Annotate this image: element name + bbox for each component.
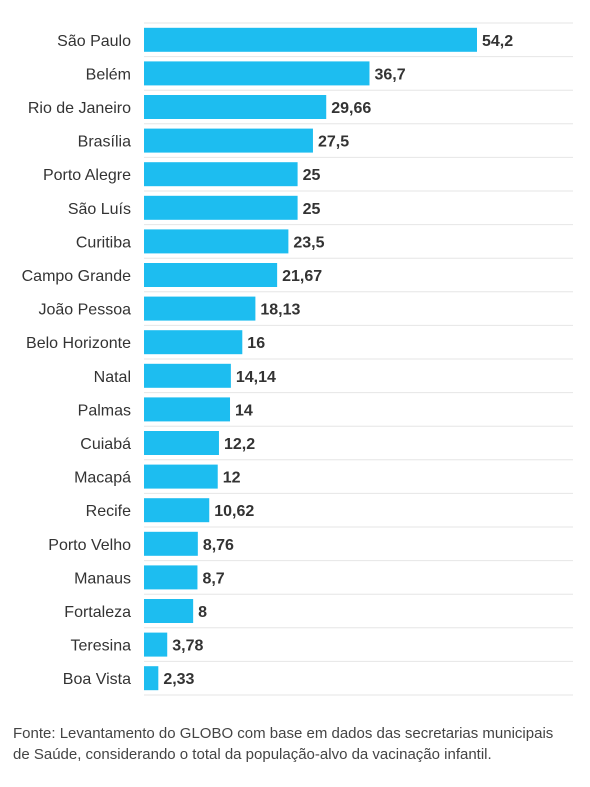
value-label: 25 [303, 201, 321, 218]
value-label: 36,7 [374, 66, 405, 83]
category-label: Porto Velho [48, 537, 131, 554]
bar [144, 531, 198, 556]
category-label: Natal [94, 369, 131, 386]
bar [144, 666, 159, 691]
bar [144, 498, 210, 523]
value-label: 8,76 [203, 537, 234, 554]
value-label: 8 [198, 604, 207, 621]
bar [144, 195, 298, 220]
category-label: Fortaleza [64, 604, 131, 621]
value-label: 12,2 [224, 436, 255, 453]
value-label: 14,14 [236, 369, 276, 386]
value-label: 54,2 [482, 33, 513, 50]
bar [144, 397, 231, 422]
value-label: 3,78 [172, 638, 203, 655]
value-label: 21,67 [282, 268, 322, 285]
bar [144, 61, 370, 86]
value-label: 8,7 [202, 570, 224, 587]
category-label: Cuiabá [80, 436, 131, 453]
category-label: Boa Vista [63, 671, 131, 688]
bar [144, 431, 219, 455]
category-label: Brasília [78, 134, 131, 151]
value-label: 27,5 [318, 134, 349, 151]
category-label: Belo Horizonte [26, 335, 131, 352]
value-label: 12 [223, 470, 241, 487]
value-label: 18,13 [260, 302, 300, 319]
value-label: 14 [235, 402, 253, 419]
bar [144, 330, 243, 355]
value-label: 29,66 [331, 100, 371, 117]
bar [144, 263, 278, 287]
category-label: Recife [86, 503, 131, 520]
category-label: Palmas [78, 402, 131, 419]
source-note: Fonte: Levantamento do GLOBO com base em… [13, 725, 554, 763]
bar [144, 599, 194, 623]
value-label: 25 [303, 167, 321, 184]
bar-chart: São Paulo 54,2 Belém 36,7 Rio de Janeiro 29,6… [22, 22, 573, 696]
category-label: São Luís [68, 201, 131, 218]
category-label: Campo Grande [22, 268, 131, 285]
value-label: 23,5 [293, 234, 324, 251]
category-label: Curitiba [76, 234, 131, 251]
value-label: 2,33 [163, 671, 194, 688]
bar [144, 162, 298, 187]
category-label: Porto Alegre [43, 167, 131, 184]
category-label: João Pessoa [38, 302, 131, 319]
bar [144, 128, 313, 153]
category-label: Macapá [74, 470, 131, 487]
bar [144, 229, 289, 254]
bar [144, 464, 218, 489]
value-label: 16 [247, 335, 265, 352]
bar [144, 27, 477, 52]
bar [144, 565, 198, 590]
category-label: Rio de Janeiro [28, 100, 131, 117]
bar [144, 95, 327, 119]
bar [144, 632, 168, 657]
value-label: 10,62 [214, 503, 254, 520]
bar [144, 296, 256, 321]
bar [144, 363, 231, 388]
category-label: Belém [86, 66, 131, 83]
category-label: Manaus [74, 570, 131, 587]
category-label: São Paulo [57, 33, 131, 50]
category-label: Teresina [71, 638, 132, 655]
